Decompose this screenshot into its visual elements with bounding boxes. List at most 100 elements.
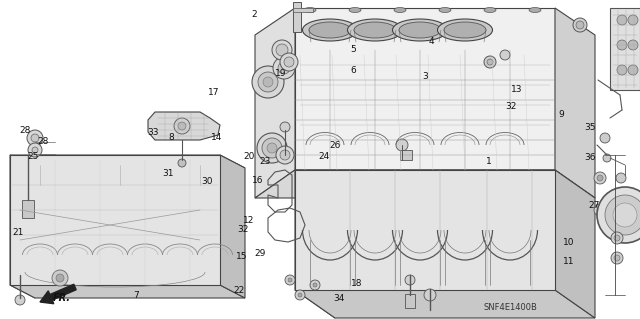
Text: 32: 32 bbox=[237, 225, 248, 234]
Text: 22: 22 bbox=[233, 286, 244, 295]
Bar bbox=[400, 150, 412, 160]
Ellipse shape bbox=[392, 19, 447, 41]
Bar bbox=[405, 294, 415, 308]
Circle shape bbox=[628, 40, 638, 50]
Circle shape bbox=[273, 57, 295, 79]
Circle shape bbox=[295, 290, 305, 300]
Circle shape bbox=[288, 278, 292, 282]
Circle shape bbox=[617, 40, 627, 50]
Polygon shape bbox=[295, 170, 595, 198]
Circle shape bbox=[617, 65, 627, 75]
Circle shape bbox=[396, 139, 408, 151]
Circle shape bbox=[613, 203, 637, 227]
Circle shape bbox=[594, 204, 606, 216]
Circle shape bbox=[267, 143, 277, 153]
Circle shape bbox=[628, 65, 638, 75]
Polygon shape bbox=[10, 155, 220, 285]
Text: 24: 24 bbox=[319, 152, 330, 161]
Circle shape bbox=[280, 150, 290, 160]
Circle shape bbox=[573, 18, 587, 32]
Circle shape bbox=[284, 57, 294, 67]
Text: 2: 2 bbox=[251, 10, 257, 19]
Circle shape bbox=[424, 289, 436, 301]
Circle shape bbox=[597, 187, 640, 243]
Circle shape bbox=[278, 62, 290, 74]
Text: 32: 32 bbox=[506, 102, 517, 111]
Circle shape bbox=[603, 154, 611, 162]
Circle shape bbox=[258, 72, 278, 92]
Circle shape bbox=[263, 77, 273, 87]
Text: 26: 26 bbox=[330, 141, 341, 150]
Ellipse shape bbox=[349, 8, 361, 12]
Circle shape bbox=[405, 275, 415, 285]
Ellipse shape bbox=[303, 19, 358, 41]
Circle shape bbox=[32, 147, 38, 153]
Text: 27: 27 bbox=[589, 201, 600, 210]
Polygon shape bbox=[555, 170, 595, 318]
Circle shape bbox=[614, 255, 620, 261]
Circle shape bbox=[178, 122, 186, 130]
Ellipse shape bbox=[394, 8, 406, 12]
Circle shape bbox=[313, 283, 317, 287]
Ellipse shape bbox=[439, 8, 451, 12]
Circle shape bbox=[611, 252, 623, 264]
Text: 35: 35 bbox=[584, 123, 596, 132]
Circle shape bbox=[280, 53, 298, 71]
Polygon shape bbox=[10, 155, 35, 298]
Text: 28: 28 bbox=[37, 137, 49, 146]
Text: 31: 31 bbox=[162, 169, 173, 178]
Circle shape bbox=[276, 44, 288, 56]
Polygon shape bbox=[295, 170, 335, 318]
Text: 4: 4 bbox=[429, 37, 435, 46]
Text: 5: 5 bbox=[351, 45, 356, 54]
Text: 30: 30 bbox=[202, 177, 213, 186]
Polygon shape bbox=[220, 155, 245, 298]
Circle shape bbox=[276, 146, 294, 164]
Circle shape bbox=[52, 270, 68, 286]
Circle shape bbox=[611, 232, 623, 244]
Circle shape bbox=[576, 21, 584, 29]
Circle shape bbox=[597, 207, 603, 213]
Text: 3: 3 bbox=[422, 72, 428, 81]
Text: 21: 21 bbox=[13, 228, 24, 237]
Ellipse shape bbox=[348, 19, 403, 41]
Circle shape bbox=[56, 274, 64, 282]
Text: 19: 19 bbox=[275, 69, 287, 78]
Circle shape bbox=[617, 15, 627, 25]
Circle shape bbox=[31, 134, 39, 142]
Polygon shape bbox=[295, 290, 595, 318]
Circle shape bbox=[484, 56, 496, 68]
Polygon shape bbox=[555, 8, 595, 198]
Text: 8: 8 bbox=[168, 133, 174, 142]
Circle shape bbox=[28, 143, 42, 157]
Bar bbox=[293, 2, 301, 32]
Ellipse shape bbox=[354, 22, 396, 38]
Polygon shape bbox=[10, 155, 245, 168]
Text: 23: 23 bbox=[259, 157, 271, 166]
Text: 17: 17 bbox=[208, 88, 220, 97]
Polygon shape bbox=[10, 285, 245, 298]
Text: 13: 13 bbox=[511, 85, 522, 94]
Circle shape bbox=[272, 40, 292, 60]
Circle shape bbox=[15, 295, 25, 305]
Ellipse shape bbox=[444, 22, 486, 38]
Circle shape bbox=[174, 118, 190, 134]
Circle shape bbox=[178, 159, 186, 167]
Circle shape bbox=[252, 66, 284, 98]
Text: 6: 6 bbox=[351, 66, 356, 75]
Text: 25: 25 bbox=[27, 152, 38, 161]
Circle shape bbox=[285, 275, 295, 285]
Polygon shape bbox=[295, 8, 555, 170]
Ellipse shape bbox=[484, 8, 496, 12]
Circle shape bbox=[257, 133, 287, 163]
Bar bbox=[293, 8, 313, 12]
Text: FR.: FR. bbox=[53, 293, 71, 303]
Text: 7: 7 bbox=[134, 291, 139, 300]
Circle shape bbox=[594, 172, 606, 184]
Circle shape bbox=[500, 50, 510, 60]
Text: 28: 28 bbox=[19, 126, 31, 135]
Polygon shape bbox=[148, 112, 220, 140]
Text: 15: 15 bbox=[236, 252, 247, 261]
Circle shape bbox=[310, 280, 320, 290]
Ellipse shape bbox=[399, 22, 441, 38]
